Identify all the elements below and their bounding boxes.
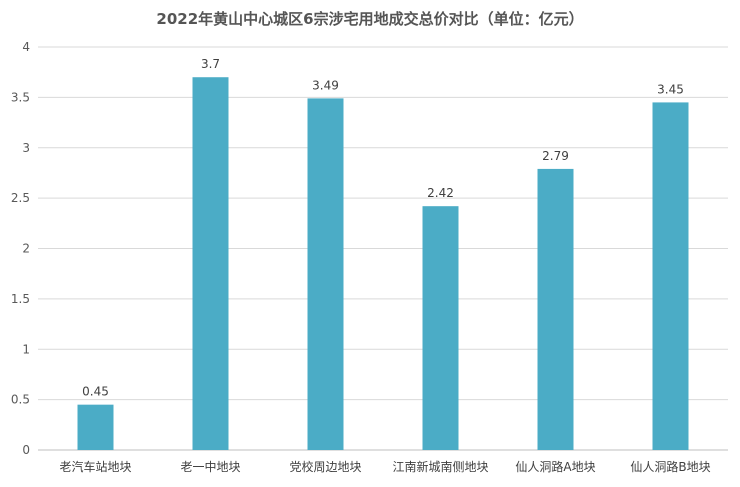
y-tick-label: 2.5 [11, 191, 30, 205]
y-tick-label: 1.5 [11, 292, 30, 306]
x-tick-label: 老一中地块 [180, 459, 240, 474]
y-tick-label: 3 [22, 141, 30, 155]
bar [192, 77, 229, 450]
data-label: 2.42 [427, 186, 454, 200]
data-label: 2.79 [542, 149, 569, 163]
bar [652, 102, 689, 450]
data-label: 3.7 [201, 57, 220, 71]
bar [537, 168, 574, 450]
data-label: 3.49 [312, 78, 339, 92]
x-tick-label: 仙人洞路A地块 [515, 459, 595, 474]
y-tick-label: 3.5 [11, 90, 30, 104]
data-label: 0.45 [82, 385, 109, 399]
data-label: 3.45 [657, 82, 684, 96]
bar [422, 206, 459, 450]
bar [77, 404, 114, 450]
chart-title: 2022年黄山中心城区6宗涉宅用地成交总价对比（单位：亿元） [156, 10, 584, 28]
x-tick-label: 老汽车站地块 [59, 459, 131, 474]
bar [307, 98, 344, 450]
x-tick-label: 仙人洞路B地块 [630, 459, 710, 474]
x-tick-label: 江南新城南侧地块 [392, 459, 488, 474]
y-tick-label: 0 [22, 443, 30, 457]
y-tick-label: 4 [22, 40, 30, 54]
x-tick-label: 党校周边地块 [289, 459, 361, 474]
y-tick-label: 1 [22, 342, 30, 356]
y-tick-label: 0.5 [11, 393, 30, 407]
y-tick-label: 2 [22, 242, 30, 256]
